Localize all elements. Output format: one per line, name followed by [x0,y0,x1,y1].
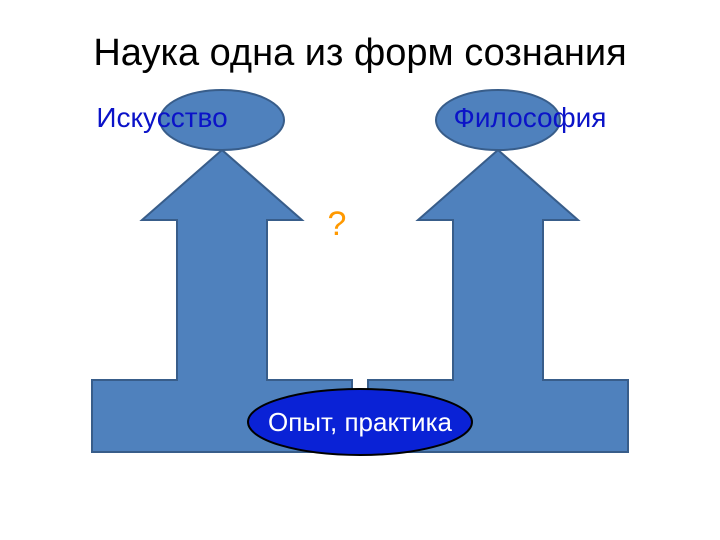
node-label-philosophy: Философия [430,102,630,134]
diagram-svg [0,0,720,540]
node-label-art: Искусство [62,102,262,134]
page-title: Наука одна из форм сознания [0,32,720,75]
diagram-stage: Наука одна из форм сознания Искусство Фи… [0,0,720,540]
center-question-mark: ? [307,205,367,244]
node-label-practice: Опыт, практика [248,407,472,438]
